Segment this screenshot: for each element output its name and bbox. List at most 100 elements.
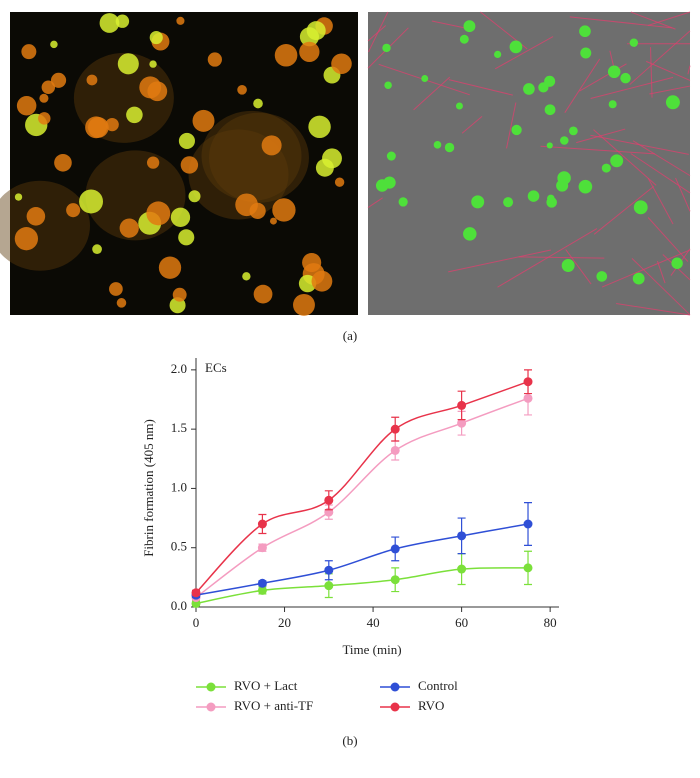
cell bbox=[387, 152, 396, 161]
cell bbox=[494, 51, 501, 58]
x-axis-label: Time (min) bbox=[342, 642, 401, 657]
cell bbox=[92, 244, 102, 254]
cell bbox=[421, 75, 428, 82]
cell bbox=[580, 47, 591, 58]
cell bbox=[38, 112, 50, 124]
micrograph-right bbox=[368, 12, 690, 315]
cell bbox=[322, 148, 342, 168]
cell bbox=[54, 154, 72, 172]
cell bbox=[544, 76, 555, 87]
x-tick-label: 80 bbox=[544, 615, 557, 630]
cell bbox=[633, 273, 645, 285]
cell bbox=[146, 201, 170, 225]
cell bbox=[250, 203, 266, 219]
cell bbox=[150, 31, 163, 44]
cell bbox=[21, 44, 36, 59]
cell bbox=[596, 271, 607, 282]
cell bbox=[560, 136, 569, 145]
cell bbox=[399, 197, 408, 206]
cell bbox=[147, 156, 159, 168]
cell bbox=[579, 180, 593, 194]
legend-marker bbox=[207, 703, 216, 712]
legend-marker bbox=[391, 683, 400, 692]
cell bbox=[193, 110, 215, 132]
cell bbox=[308, 116, 330, 138]
cell bbox=[545, 104, 556, 115]
cell bbox=[471, 195, 484, 208]
cell bbox=[293, 294, 315, 316]
cell bbox=[79, 190, 103, 214]
cell bbox=[116, 14, 129, 27]
cell bbox=[307, 21, 326, 40]
cell bbox=[335, 178, 344, 187]
cell bbox=[118, 53, 139, 74]
cell bbox=[634, 200, 648, 214]
data-point bbox=[524, 394, 533, 403]
x-tick-label: 40 bbox=[367, 615, 380, 630]
cell bbox=[608, 66, 620, 78]
legend-label: Control bbox=[418, 678, 458, 693]
cell bbox=[254, 285, 273, 304]
cell bbox=[178, 229, 194, 245]
x-tick-label: 60 bbox=[455, 615, 468, 630]
cell bbox=[523, 83, 535, 95]
cell bbox=[106, 118, 119, 131]
cell bbox=[109, 282, 123, 296]
y-tick-label: 0.0 bbox=[171, 598, 187, 613]
annotation: ECs bbox=[205, 360, 227, 375]
cell bbox=[579, 25, 591, 37]
cell bbox=[569, 126, 578, 135]
cell bbox=[434, 141, 442, 149]
cell bbox=[15, 193, 22, 200]
data-point bbox=[457, 401, 466, 410]
panel-label: (a) bbox=[343, 328, 357, 343]
cell bbox=[181, 156, 198, 173]
data-point bbox=[324, 581, 333, 590]
cell bbox=[27, 207, 46, 226]
cell bbox=[445, 143, 454, 152]
cell bbox=[171, 208, 190, 227]
cell bbox=[15, 227, 38, 250]
data-point bbox=[524, 520, 533, 529]
y-tick-label: 2.0 bbox=[171, 361, 187, 376]
legend-marker bbox=[207, 683, 216, 692]
cell bbox=[302, 253, 321, 272]
cell bbox=[510, 41, 523, 54]
cell bbox=[383, 176, 395, 188]
data-point bbox=[524, 563, 533, 572]
cell bbox=[126, 107, 143, 124]
cell bbox=[139, 76, 161, 98]
cell bbox=[179, 133, 195, 149]
cell bbox=[547, 195, 555, 203]
data-point bbox=[524, 377, 533, 386]
data-point bbox=[391, 425, 400, 434]
y-tick-label: 1.5 bbox=[171, 420, 187, 435]
cell bbox=[503, 197, 513, 207]
cell bbox=[609, 100, 617, 108]
cell bbox=[189, 190, 201, 202]
panel-label: (b) bbox=[342, 733, 357, 748]
cell bbox=[50, 41, 57, 48]
cell bbox=[382, 44, 390, 52]
cell bbox=[66, 203, 80, 217]
legend-label: RVO bbox=[418, 698, 444, 713]
cell bbox=[17, 96, 37, 116]
cell bbox=[270, 218, 277, 225]
data-point bbox=[324, 496, 333, 505]
cell bbox=[464, 20, 476, 32]
data-point bbox=[258, 543, 267, 552]
cell bbox=[208, 52, 222, 66]
cell bbox=[312, 271, 333, 292]
cell bbox=[120, 219, 139, 238]
data-point bbox=[391, 575, 400, 584]
x-tick-label: 0 bbox=[193, 615, 200, 630]
series-line bbox=[196, 382, 528, 593]
cell bbox=[253, 99, 263, 109]
cell bbox=[456, 102, 463, 109]
cell bbox=[610, 154, 623, 167]
legend-label: RVO + anti-TF bbox=[234, 698, 313, 713]
cell bbox=[262, 135, 282, 155]
data-point bbox=[258, 520, 267, 529]
cell bbox=[562, 259, 575, 272]
cell bbox=[511, 125, 521, 135]
